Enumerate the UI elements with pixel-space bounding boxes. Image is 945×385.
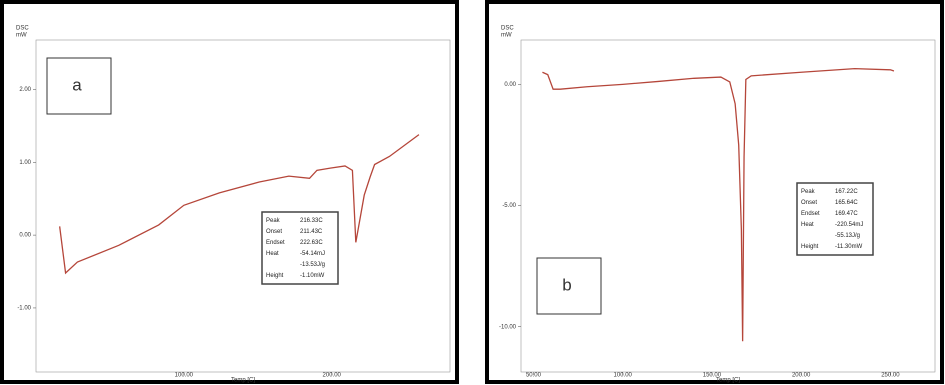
- panel-label: a: [72, 75, 82, 94]
- info-label: Peak: [266, 218, 281, 224]
- info-label: Heat: [266, 251, 279, 257]
- x-tick-label: 250.00: [881, 373, 900, 379]
- x-axis-label: Temp [C]: [231, 378, 255, 384]
- info-value: -1.10mW: [300, 273, 325, 279]
- info-value: 211.43C: [300, 229, 323, 235]
- info-value: -220.54mJ: [835, 222, 863, 228]
- info-value: 167.22C: [835, 189, 858, 195]
- x-axis-label: Temp [C]: [716, 378, 740, 384]
- y-tick-label: -1.00: [17, 306, 31, 312]
- plot-area: [520, 39, 936, 373]
- y-axis-unit: mW: [16, 33, 27, 39]
- dsc-curve: [59, 134, 420, 275]
- info-value: -54.14mJ: [300, 251, 325, 257]
- y-tick-label: 0.00: [504, 82, 516, 88]
- y-tick-label: 2.00: [19, 87, 31, 93]
- info-label: Onset: [266, 229, 282, 235]
- x-tick-label: 100.00: [614, 373, 633, 379]
- panel-label: b: [562, 275, 571, 294]
- info-label: Onset: [801, 200, 817, 206]
- x-tick-label: 150.00: [703, 373, 722, 379]
- y-tick-label: 1.00: [19, 160, 31, 166]
- info-label: Endset: [266, 240, 285, 246]
- y-axis-label: DSC: [501, 26, 514, 32]
- info-box: [261, 211, 339, 285]
- info-value: 222.63C: [300, 240, 323, 246]
- info-value: 165.64C: [835, 200, 858, 206]
- info-label: Peak: [801, 189, 816, 195]
- info-value: -11.30mW: [835, 244, 863, 250]
- panel-label-box: [536, 257, 602, 315]
- info-value: -55.13J/g: [835, 233, 860, 239]
- info-value: -13.53J/g: [300, 262, 325, 268]
- plot-area: [35, 39, 451, 373]
- x-tick-label: 100.00: [175, 373, 194, 379]
- info-label: Height: [266, 273, 284, 279]
- y-tick-label: -10.00: [499, 324, 517, 330]
- info-value: 216.33C: [300, 218, 323, 224]
- y-axis-unit: mW: [501, 33, 512, 39]
- x-tick-label: 200.00: [323, 373, 342, 379]
- info-label: Endset: [801, 211, 820, 217]
- info-label: Height: [801, 244, 819, 250]
- y-tick-label: 0.00: [19, 233, 31, 239]
- info-value: 169.47C: [835, 211, 858, 217]
- x-tick-label: 50.00: [526, 373, 542, 379]
- x-tick-label: 200.00: [792, 373, 811, 379]
- y-tick-label: -5.00: [502, 203, 516, 209]
- info-label: Heat: [801, 222, 814, 228]
- dsc-curve: [542, 67, 895, 342]
- panel-label-box: [46, 57, 112, 115]
- y-axis-label: DSC: [16, 26, 29, 32]
- info-box: [796, 182, 874, 256]
